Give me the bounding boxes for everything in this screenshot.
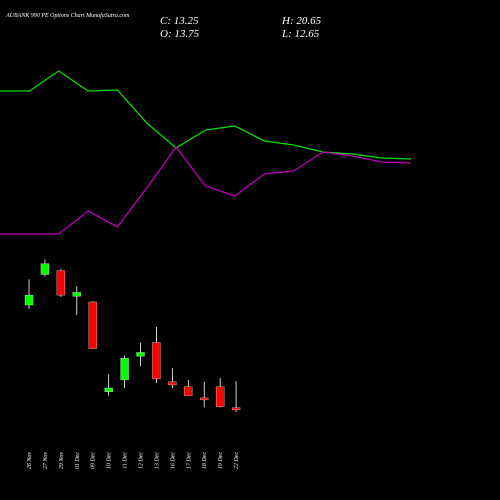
x-tick-label: 01 Dec	[75, 452, 81, 469]
candle-body	[104, 387, 113, 392]
x-tick-label: 27 Nov	[43, 452, 49, 470]
x-tick-label: 17 Dec	[186, 452, 192, 469]
x-tick-label: 18 Dec	[202, 452, 208, 469]
x-tick-label: 10 Dec	[107, 452, 113, 469]
candle-body	[216, 386, 225, 407]
x-tick-label: 19 Dec	[218, 452, 224, 469]
close-label: C: 13.25	[160, 15, 199, 27]
x-tick-label: 16 Dec	[170, 452, 176, 469]
low-label: L: 12.65	[281, 28, 320, 40]
candle-body	[120, 358, 129, 381]
open-label: O: 13.75	[160, 28, 200, 40]
candle-body	[88, 301, 97, 349]
candle-body	[231, 407, 241, 410]
candle-body	[136, 352, 145, 357]
candle-body	[152, 342, 161, 379]
high-label: H: 20.65	[281, 15, 322, 27]
x-tick-label: 13 Dec	[154, 452, 160, 469]
x-tick-label: 29 Nov	[59, 452, 65, 470]
candle-body	[40, 263, 50, 275]
candle-body	[184, 386, 193, 396]
indicator-line	[0, 145, 412, 235]
candle-body	[24, 294, 34, 306]
indicator-line	[0, 70, 412, 160]
x-tick-label: 11 Dec	[123, 452, 129, 469]
x-tick-label: 26 Nov	[27, 452, 33, 470]
x-tick-label: 22 Dec	[234, 452, 240, 469]
candle-body	[200, 397, 209, 401]
candle-body	[168, 381, 177, 386]
chart-title: AUBANK 990 PE Options Chart MunafaSutra.…	[5, 12, 130, 19]
x-tick-label: 09 Dec	[91, 452, 97, 469]
x-tick-label: 12 Dec	[139, 452, 145, 469]
candle-body	[56, 270, 66, 296]
candle-body	[72, 292, 81, 297]
